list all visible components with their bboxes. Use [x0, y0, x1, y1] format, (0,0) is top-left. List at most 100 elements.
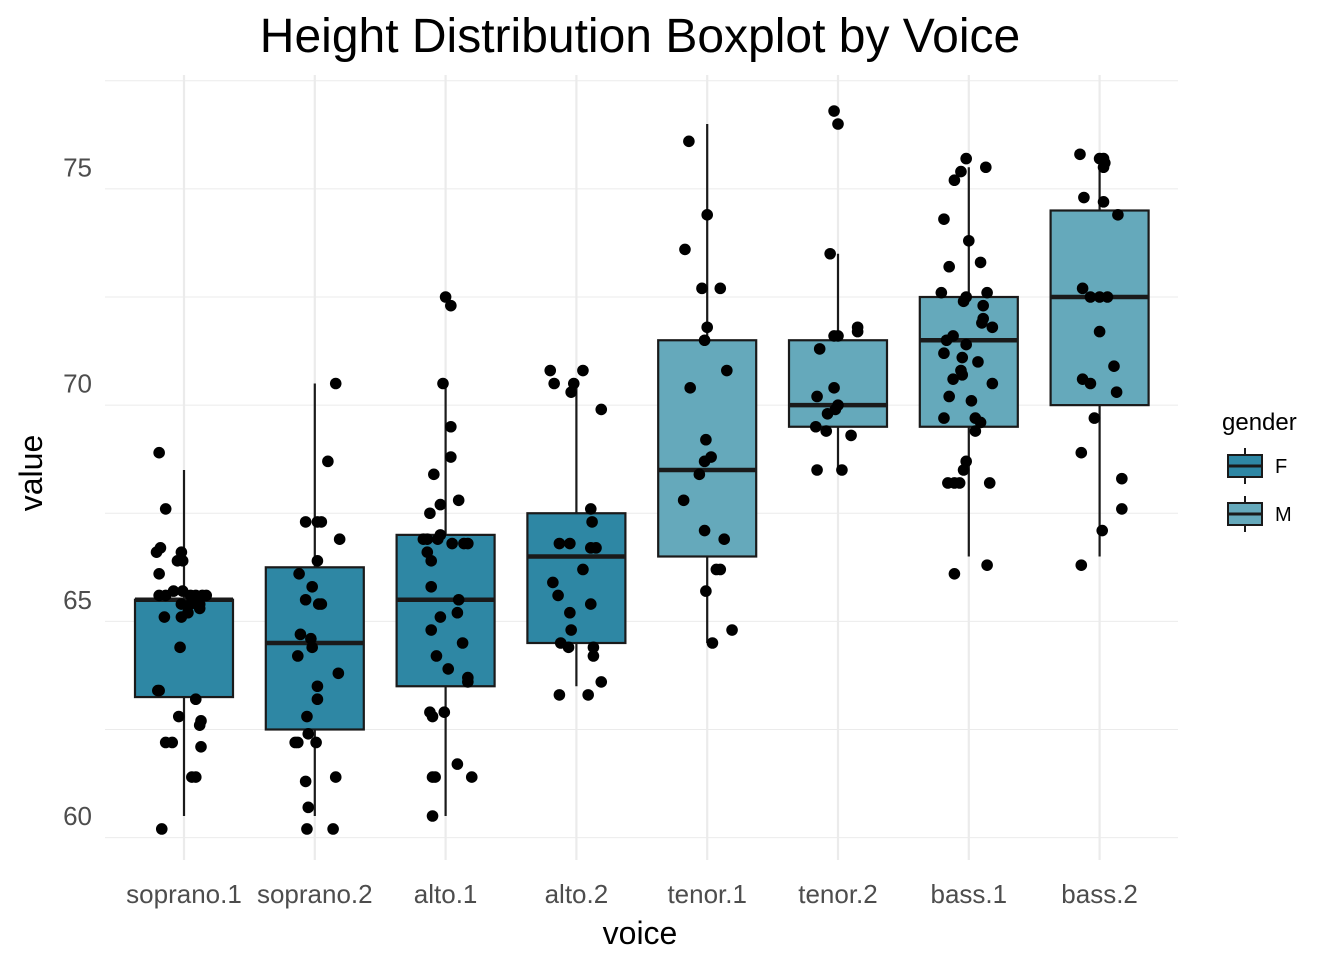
points-soprano.1: [150, 446, 213, 835]
data-point: [171, 555, 184, 567]
data-point: [1075, 559, 1088, 571]
data-point: [940, 334, 953, 347]
boxplot-boxes: [133, 124, 1150, 816]
data-point: [938, 213, 950, 225]
data-point: [1116, 472, 1128, 485]
data-point: [445, 299, 457, 312]
data-point: [983, 477, 996, 489]
data-point: [465, 771, 478, 783]
data-point: [809, 420, 822, 433]
data-point: [327, 823, 339, 835]
box-alto.2: [526, 383, 627, 687]
data-point: [302, 728, 315, 740]
data-point: [577, 563, 589, 576]
data-point: [1112, 209, 1124, 221]
data-point: [544, 364, 557, 377]
data-point: [836, 464, 848, 476]
data-point: [294, 628, 307, 641]
data-point: [696, 282, 708, 295]
jitter-points: [150, 105, 1128, 835]
data-point: [452, 593, 465, 606]
data-point: [442, 663, 455, 675]
x-axis-ticks: soprano.1 soprano.2 alto.1 alto.2 tenor.1 ten…: [126, 879, 1138, 909]
data-point: [553, 689, 566, 701]
box-tenor.1: [657, 124, 758, 643]
data-point: [947, 373, 959, 385]
data-point: [567, 377, 580, 390]
data-point: [683, 135, 695, 148]
data-point: [421, 533, 434, 545]
data-point: [595, 403, 608, 416]
data-point: [302, 801, 315, 814]
data-point: [425, 580, 438, 593]
data-point: [960, 338, 972, 351]
data-point: [175, 546, 188, 558]
data-point: [565, 624, 577, 636]
data-point: [329, 771, 342, 783]
data-point: [424, 507, 436, 520]
data-point: [564, 537, 576, 550]
data-point: [829, 403, 842, 416]
data-point: [451, 606, 464, 619]
data-point: [974, 256, 987, 269]
data-point: [150, 546, 163, 558]
data-point: [152, 684, 164, 697]
data-point: [942, 477, 954, 489]
data-point: [590, 542, 602, 554]
x-axis-title: voice: [603, 915, 678, 951]
data-point: [289, 736, 301, 749]
box-body: [657, 339, 758, 558]
data-point: [1097, 161, 1110, 174]
data-point: [851, 325, 864, 338]
data-point: [1084, 291, 1097, 303]
data-point: [158, 611, 171, 623]
data-point: [701, 209, 713, 221]
data-point: [706, 637, 719, 649]
data-point: [548, 377, 560, 390]
data-point: [587, 641, 600, 654]
x-tick-label: tenor.1: [667, 879, 747, 909]
data-point: [426, 771, 439, 783]
data-point: [175, 611, 188, 623]
data-point: [981, 559, 993, 571]
data-point: [1093, 325, 1106, 338]
y-tick-label: 75: [63, 152, 92, 182]
data-point: [974, 416, 987, 429]
data-point: [595, 676, 608, 688]
y-axis-ticks: 60 65 70 75: [63, 152, 92, 831]
data-point: [195, 741, 207, 753]
grid-lines: [105, 75, 1178, 860]
data-point: [584, 503, 597, 515]
data-point: [311, 555, 324, 567]
data-point: [193, 719, 206, 731]
data-point: [166, 736, 179, 749]
data-point: [421, 546, 434, 558]
data-point: [299, 516, 312, 528]
data-point: [462, 676, 474, 688]
chart-title: Height Distribution Boxplot by Voice: [260, 10, 1020, 63]
data-point: [943, 390, 955, 403]
data-point: [986, 321, 999, 334]
box-body: [526, 512, 627, 645]
box-bass.1: [918, 167, 1019, 557]
data-point: [698, 334, 711, 347]
data-point: [193, 602, 206, 615]
data-point: [553, 537, 566, 550]
y-tick-label: 65: [63, 585, 92, 615]
points-alto.1: [417, 291, 478, 822]
data-point: [693, 468, 706, 481]
data-point: [425, 624, 438, 636]
data-point: [153, 446, 165, 459]
data-point: [434, 498, 447, 511]
x-tick-label: tenor.2: [798, 879, 878, 909]
data-point: [948, 568, 961, 580]
data-point: [293, 568, 305, 580]
data-point: [677, 494, 690, 507]
box-body: [918, 295, 1019, 428]
data-point: [955, 165, 967, 178]
points-soprano.2: [289, 377, 346, 835]
data-point: [311, 680, 324, 693]
data-point: [1088, 412, 1101, 424]
box-tenor.2: [787, 253, 889, 470]
